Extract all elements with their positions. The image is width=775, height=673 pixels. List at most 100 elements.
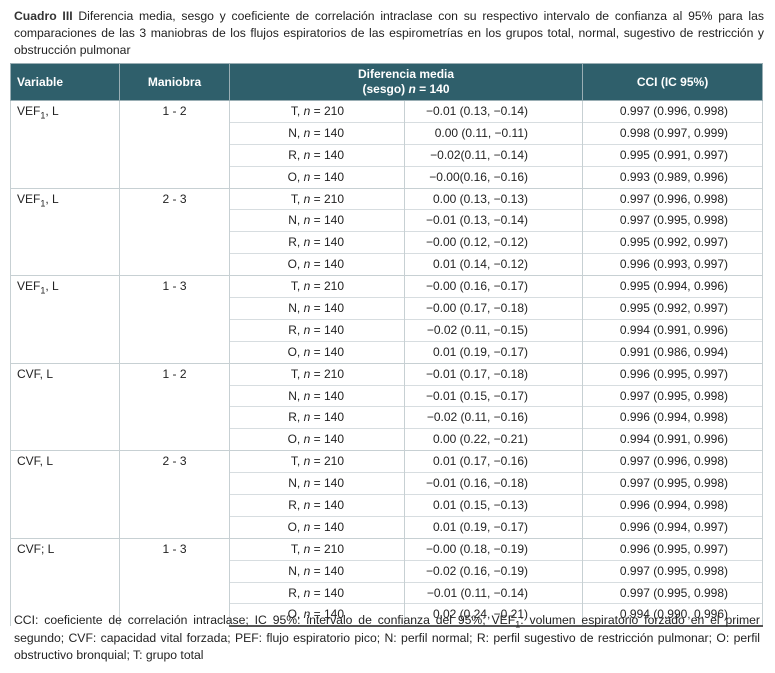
table-row: R, n = 140 −0.01 (0.11, −0.14) 0.997 (0.99… [11,581,764,604]
cell-grupo: N, n = 140 [229,559,405,583]
table-row: O, n = 140 0.01 (0.14, −0.12) 0.996 (0.993… [11,253,764,276]
cell-diferencia: −0.00(0.16, −0.16) [403,165,584,189]
cell-diferencia: −0.00 (0.12, −0.12) [403,231,584,254]
cell-grupo: O, n = 140 [229,515,405,539]
cell-grupo: T, n = 210 [229,100,405,123]
cell-diferencia: 0.00 (0.22, −0.21) [403,428,584,451]
cell-diferencia: −0.01 (0.15, −0.17) [403,384,584,407]
cell-cci: 0.995 (0.992, 0.997) [582,297,764,320]
cell-cci: 0.997 (0.995, 0.998) [582,559,764,583]
cell-variable: VEF1, L [10,275,120,364]
caption-label: Cuadro III [14,9,73,23]
cell-cci: 0.993 (0.989, 0.996) [582,165,764,189]
cell-diferencia: 0.00 (0.11, −0.11) [403,121,584,145]
cell-cci: 0.996 (0.993, 0.997) [582,253,764,276]
header-diferencia: Diferencia media (sesgo) n = 140 [228,63,584,101]
table-row: N, n = 140 −0.01 (0.15, −0.17) 0.997 (0.99… [11,384,764,407]
cell-grupo: R, n = 140 [229,231,405,254]
header-cci: CCI (IC 95%) [582,63,764,101]
cell-variable: VEF1, L [10,187,120,276]
table-row: N, n = 140 −0.02 (0.16, −0.19) 0.997 (0.99… [11,559,764,583]
cell-cci: 0.995 (0.994, 0.996) [582,275,764,298]
header-variable: Variable [10,63,120,101]
table-header-row: Variable Maniobra Diferencia media (sesg… [10,63,764,101]
table-row: N, n = 140 −0.00 (0.17, −0.18) 0.995 (0.99… [11,297,764,320]
table-row: R, n = 140 −0.02 (0.11, −0.15) 0.994 (0.99… [11,318,764,342]
table-row: R, n = 140 −0.02 (0.11, −0.16) 0.996 (0.99… [11,406,764,429]
caption-text: Diferencia media, sesgo y coeficiente de… [14,9,764,57]
cell-diferencia: −0.02 (0.16, −0.19) [403,559,584,583]
cell-grupo: T, n = 210 [229,275,405,298]
cell-diferencia: −0.02(0.11, −0.14) [403,143,584,167]
table-row: O, n = 140 0.00 (0.22, −0.21) 0.994 (0.991… [11,428,764,451]
cell-cci: 0.996 (0.994, 0.997) [582,515,764,539]
cell-cci: 0.996 (0.994, 0.998) [582,494,764,517]
table-row: O, n = 140 0.02 (0.24, −0.21) 0.994 (0.990… [11,603,764,628]
cell-cci: 0.996 (0.995, 0.997) [582,362,764,386]
table-row: R, n = 140 −0.02(0.11, −0.14) 0.995 (0.991… [11,143,764,167]
cell-maniobra: 2 - 3 [119,450,230,539]
cell-diferencia: −0.01 (0.16, −0.18) [403,472,584,495]
cell-cci: 0.994 (0.990, 0.996) [582,603,764,628]
cell-grupo: T, n = 210 [229,537,405,561]
table-caption: Cuadro III Diferencia media, sesgo y coe… [14,8,764,59]
data-table: Variable Maniobra Diferencia media (sesg… [10,63,764,628]
table-row: O, n = 140 −0.00(0.16, −0.16) 0.993 (0.989… [11,165,764,189]
cell-grupo: R, n = 140 [229,143,405,167]
table-row: N, n = 140 −0.01 (0.13, −0.14) 0.997 (0.99… [11,209,764,232]
cell-diferencia: 0.01 (0.17, −0.16) [403,450,584,473]
cell-grupo: N, n = 140 [229,209,405,232]
cell-grupo: O, n = 140 [229,165,405,189]
cell-grupo: O, n = 140 [229,603,405,628]
cell-grupo: R, n = 140 [229,581,405,604]
cell-cci: 0.997 (0.995, 0.998) [582,384,764,407]
cell-cci: 0.997 (0.996, 0.998) [582,100,764,123]
cell-cci: 0.997 (0.995, 0.998) [582,209,764,232]
cell-cci: 0.996 (0.994, 0.998) [582,406,764,429]
cell-diferencia: 0.02 (0.24, −0.21) [403,603,584,628]
table-row: N, n = 140 0.00 (0.11, −0.11) 0.998 (0.997… [11,121,764,145]
cell-maniobra: 1 - 3 [119,275,230,364]
cell-diferencia: −0.01 (0.17, −0.18) [403,362,584,386]
table-row: N, n = 140 −0.01 (0.16, −0.18) 0.997 (0.99… [11,472,764,495]
table-row: O, n = 140 0.01 (0.19, −0.17) 0.991 (0.986… [11,340,764,364]
cell-cci: 0.997 (0.995, 0.998) [582,581,764,604]
cell-maniobra: 1 - 2 [119,100,230,189]
cell-grupo: T, n = 210 [229,362,405,386]
cell-diferencia: 0.01 (0.15, −0.13) [403,494,584,517]
cell-grupo: T, n = 210 [229,450,405,473]
cell-cci: 0.997 (0.995, 0.998) [582,472,764,495]
table-footnote: CCI: coeficiente de correlación intracla… [14,613,760,662]
cell-grupo: O, n = 140 [229,428,405,451]
cell-grupo: O, n = 140 [229,253,405,276]
header-maniobra: Maniobra [119,63,230,101]
cell-grupo: R, n = 140 [229,318,405,342]
cell-diferencia: −0.00 (0.17, −0.18) [403,297,584,320]
cell-maniobra: 1 - 2 [119,362,230,451]
cell-maniobra: 1 - 3 [119,537,230,627]
cell-cci: 0.995 (0.992, 0.997) [582,231,764,254]
cell-cci: 0.994 (0.991, 0.996) [582,428,764,451]
cell-cci: 0.994 (0.991, 0.996) [582,318,764,342]
cell-diferencia: −0.02 (0.11, −0.16) [403,406,584,429]
table-row: O, n = 140 0.01 (0.19, −0.17) 0.996 (0.994… [11,515,764,539]
cell-cci: 0.991 (0.986, 0.994) [582,340,764,364]
cell-diferencia: 0.01 (0.19, −0.17) [403,515,584,539]
cell-grupo: R, n = 140 [229,406,405,429]
table-row: R, n = 140 0.01 (0.15, −0.13) 0.996 (0.994… [11,494,764,517]
cell-grupo: N, n = 140 [229,297,405,320]
cell-variable: CVF, L [10,362,120,451]
cell-cci: 0.995 (0.991, 0.997) [582,143,764,167]
cell-variable: CVF, L [10,450,120,539]
cell-grupo: N, n = 140 [229,472,405,495]
cell-maniobra: 2 - 3 [119,187,230,276]
cell-diferencia: −0.01 (0.13, −0.14) [403,209,584,232]
cell-grupo: N, n = 140 [229,121,405,145]
cell-grupo: R, n = 140 [229,494,405,517]
cell-cci: 0.997 (0.996, 0.998) [582,450,764,473]
cell-grupo: N, n = 140 [229,384,405,407]
